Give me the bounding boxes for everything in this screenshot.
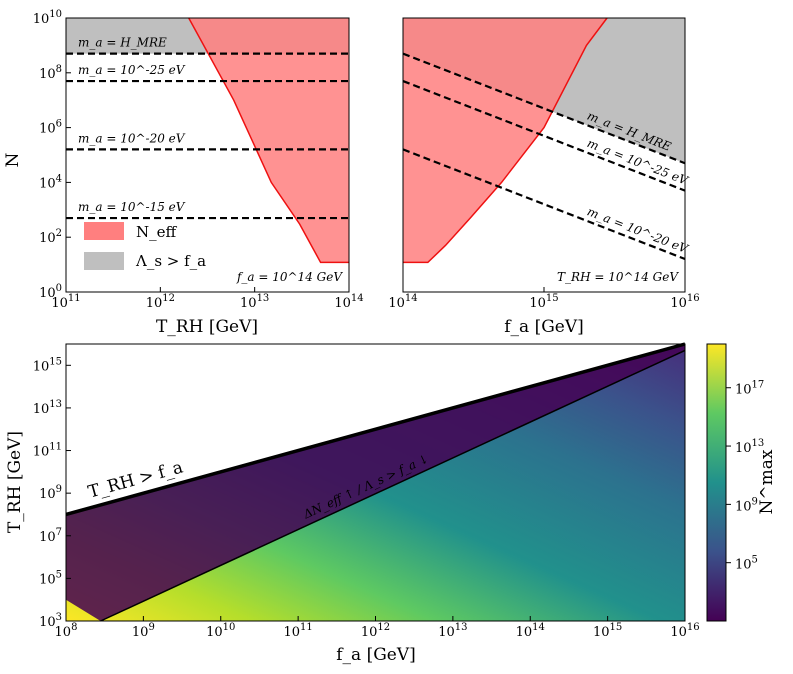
mass-label-top-left: m_a = 10^-15 eV [78,200,186,214]
bottom-xtick-label: 1012 [361,622,390,640]
bottom-xtick-label: 1015 [593,622,622,640]
top-right-xtick-label: 1014 [388,293,417,311]
axes-frame-top-left [65,17,350,293]
boundary-lines [65,342,686,622]
legend-label-lambda: Λ_s > f_a [135,252,206,270]
bottom-xtick-label: 1011 [283,622,312,640]
bottom-ytick-label: 1011 [33,442,62,460]
top-left-ytick-label: 102 [39,228,62,246]
top-left-xtick-label: 1011 [51,293,80,311]
ticks-bottom: 108 109 1010 1011 1012 1013 1014 1015 1016 103 105… [33,356,700,640]
bottom-xtick-label: 1016 [670,622,699,640]
bottom-xtick-label: 1013 [438,622,467,640]
colorbar [706,343,727,622]
ticks-top-left: 1011 1012 1013 1014 100 102 104 106 108 1010 [33,9,364,311]
mass-line-top-right [402,52,686,165]
legend-swatch-lambda [84,252,124,270]
mass-label-top-right: m_a = 10^-20 eV [585,204,691,256]
bottom-ytick-label: 103 [39,612,62,630]
heatmap-low-region [66,344,685,621]
mass-label-top-left: m_a = H_MRE [78,36,167,50]
colorbar-ticks: 105 109 1013 1017 [726,380,764,573]
legend-label-neff: N_eff [136,223,178,241]
top-right-xtick-label: 1015 [529,293,558,311]
bottom-ytick-label: 107 [39,527,62,545]
mass-label-top-left: m_a = 10^-25 eV [78,63,186,77]
neff-region-top-right [403,18,608,263]
top-right-xtick-label: 1016 [670,293,699,311]
mass-line-top-right [402,80,686,192]
regions-top-left [66,17,349,264]
colorbar-tick-label: 105 [735,555,758,573]
boundary-trh-gt-fa [65,342,686,517]
bottom-xtick-label: 108 [55,622,78,640]
xlabel-bottom: f_a [GeV] [336,645,416,665]
note-top-right: T_RH = 10^14 GeV [557,270,679,284]
top-left-ytick-label: 104 [39,173,62,191]
bottom-ytick-label: 109 [39,484,62,502]
top-left-xtick-label: 1014 [334,293,363,311]
note-top-left: f_a = 10^14 GeV [236,270,343,284]
neff-region-top-left [188,18,349,263]
top-left-xtick-label: 1012 [146,293,175,311]
top-left-ytick-label: 100 [39,283,62,301]
mass-label-top-left: m_a = 10^-20 eV [78,131,186,145]
bottom-xtick-label: 109 [132,622,155,640]
xlabel-top-left: T_RH [GeV] [156,317,258,337]
neff-boundary-top-right [403,17,608,264]
top-left-ytick-label: 1010 [33,9,62,27]
colorbar-label: N^max [757,449,777,514]
bottom-ytick-label: 1013 [33,399,62,417]
top-left-ytick-label: 108 [39,64,62,82]
colorbar-tick-label: 1017 [735,380,764,398]
bottom-ytick-label: 1015 [33,356,62,374]
mass-labels-top-left: m_a = H_MRE m_a = 10^-25 eV m_a = 10^-20 e… [78,36,186,214]
neff-boundary-top-left [188,17,349,264]
mass-line-top-right [402,148,686,261]
bottom-ytick-label: 105 [39,569,62,587]
ticks-top-right: 1014 1015 1016 [388,287,700,311]
regions-top-right [403,17,685,264]
ylabel-top-left: N [3,152,23,167]
xlabel-top-right: f_a [GeV] [504,317,584,337]
ylabel-bottom: T_RH [GeV] [5,431,25,533]
colorbar-tick-label: 109 [735,496,758,514]
mass-lines-top-right [402,52,686,261]
boundary-neff [100,349,686,622]
top-left-ytick-label: 106 [39,119,62,137]
legend: N_eff Λ_s > f_a [84,222,206,270]
mass-lines-top-left [66,52,349,220]
panel-bottom: 108 109 1010 1011 1012 1013 1014 1015 1016 103 105… [5,342,777,665]
colorbar-tick-label: 1013 [735,438,764,456]
panel-top-left: m_a = H_MRE m_a = 10^-25 eV m_a = 10^-20 e… [3,9,364,337]
legend-swatch-neff [84,222,124,240]
bottom-xtick-label: 1014 [516,622,545,640]
bottom-xtick-label: 1010 [206,622,235,640]
top-left-xtick-label: 1013 [240,293,269,311]
